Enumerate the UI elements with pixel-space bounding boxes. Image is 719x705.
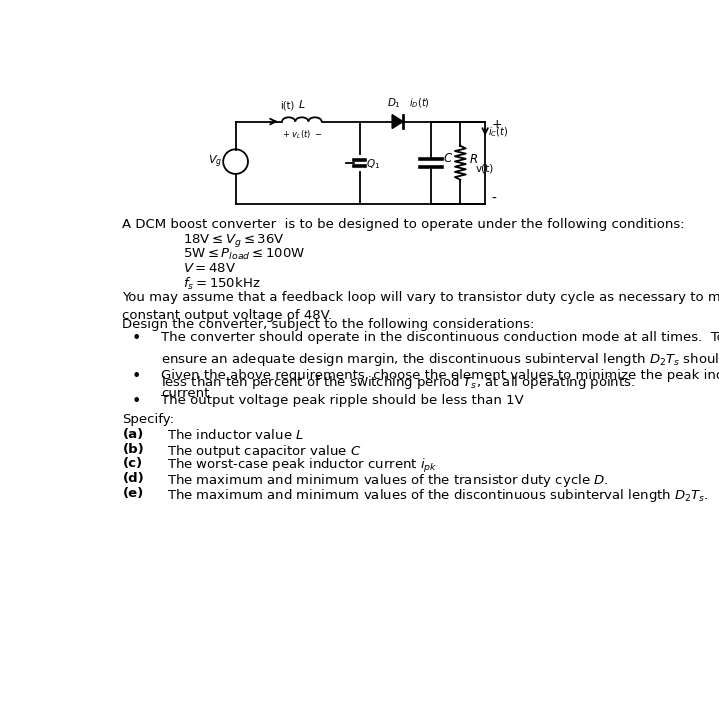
Text: $i_D(t)$: $i_D(t)$ <box>409 97 430 110</box>
Text: (c): (c) <box>122 458 142 470</box>
Text: $f_s = 150\mathrm{kHz}$: $f_s = 150\mathrm{kHz}$ <box>183 276 260 293</box>
Text: The output voltage peak ripple should be less than 1V: The output voltage peak ripple should be… <box>161 394 524 407</box>
Text: $+ \ v_L(t) \ -$: $+ \ v_L(t) \ -$ <box>282 128 322 141</box>
Text: $D_1$: $D_1$ <box>388 96 401 110</box>
Text: The worst-case peak inductor current $i_{pk}$: The worst-case peak inductor current $i_… <box>168 458 438 475</box>
Polygon shape <box>392 115 403 128</box>
Text: -: - <box>491 192 496 207</box>
Text: •: • <box>132 331 141 346</box>
Text: +: + <box>491 118 502 131</box>
Text: •: • <box>132 369 141 384</box>
Text: Specify:: Specify: <box>122 413 175 427</box>
Text: $V_g$: $V_g$ <box>209 154 223 170</box>
Text: A DCM boost converter  is to be designed to operate under the following conditio: A DCM boost converter is to be designed … <box>122 218 685 231</box>
Text: C: C <box>444 152 452 166</box>
Text: $Q_1$: $Q_1$ <box>366 157 380 171</box>
Text: $18\mathrm{V} \leq V_g \leq 36\mathrm{V}$: $18\mathrm{V} \leq V_g \leq 36\mathrm{V}… <box>183 233 285 250</box>
Text: i(t): i(t) <box>280 100 295 110</box>
Text: The maximum and minimum values of the discontinuous subinterval length $D_2T_s$.: The maximum and minimum values of the di… <box>168 486 709 503</box>
Text: Given the above requirements, choose the element values to minimize the peak ind: Given the above requirements, choose the… <box>161 369 719 400</box>
Text: •: • <box>132 394 141 409</box>
Text: R: R <box>470 153 477 166</box>
Text: The output capacitor value $C$: The output capacitor value $C$ <box>168 443 362 460</box>
Text: L: L <box>298 100 305 110</box>
Text: $V = 48\mathrm{V}$: $V = 48\mathrm{V}$ <box>183 262 236 275</box>
Text: You may assume that a feedback loop will vary to transistor duty cycle as necess: You may assume that a feedback loop will… <box>122 291 719 322</box>
Text: (a): (a) <box>122 428 144 441</box>
Text: The inductor value $L$: The inductor value $L$ <box>168 428 304 442</box>
Text: (e): (e) <box>122 486 144 500</box>
Text: The maximum and minimum values of the transistor duty cycle $D$.: The maximum and minimum values of the tr… <box>168 472 609 489</box>
Text: The converter should operate in the discontinuous conduction mode at all times. : The converter should operate in the disc… <box>161 331 719 391</box>
Text: (b): (b) <box>122 443 145 455</box>
Text: $5\mathrm{W} \leq P_{load} \leq 100\mathrm{W}$: $5\mathrm{W} \leq P_{load} \leq 100\math… <box>183 247 305 262</box>
Text: Design the converter, subject to the following considerations:: Design the converter, subject to the fol… <box>122 318 535 331</box>
Text: v(t): v(t) <box>476 164 494 174</box>
Text: (d): (d) <box>122 472 145 485</box>
Text: $i_C(t)$: $i_C(t)$ <box>488 125 508 139</box>
